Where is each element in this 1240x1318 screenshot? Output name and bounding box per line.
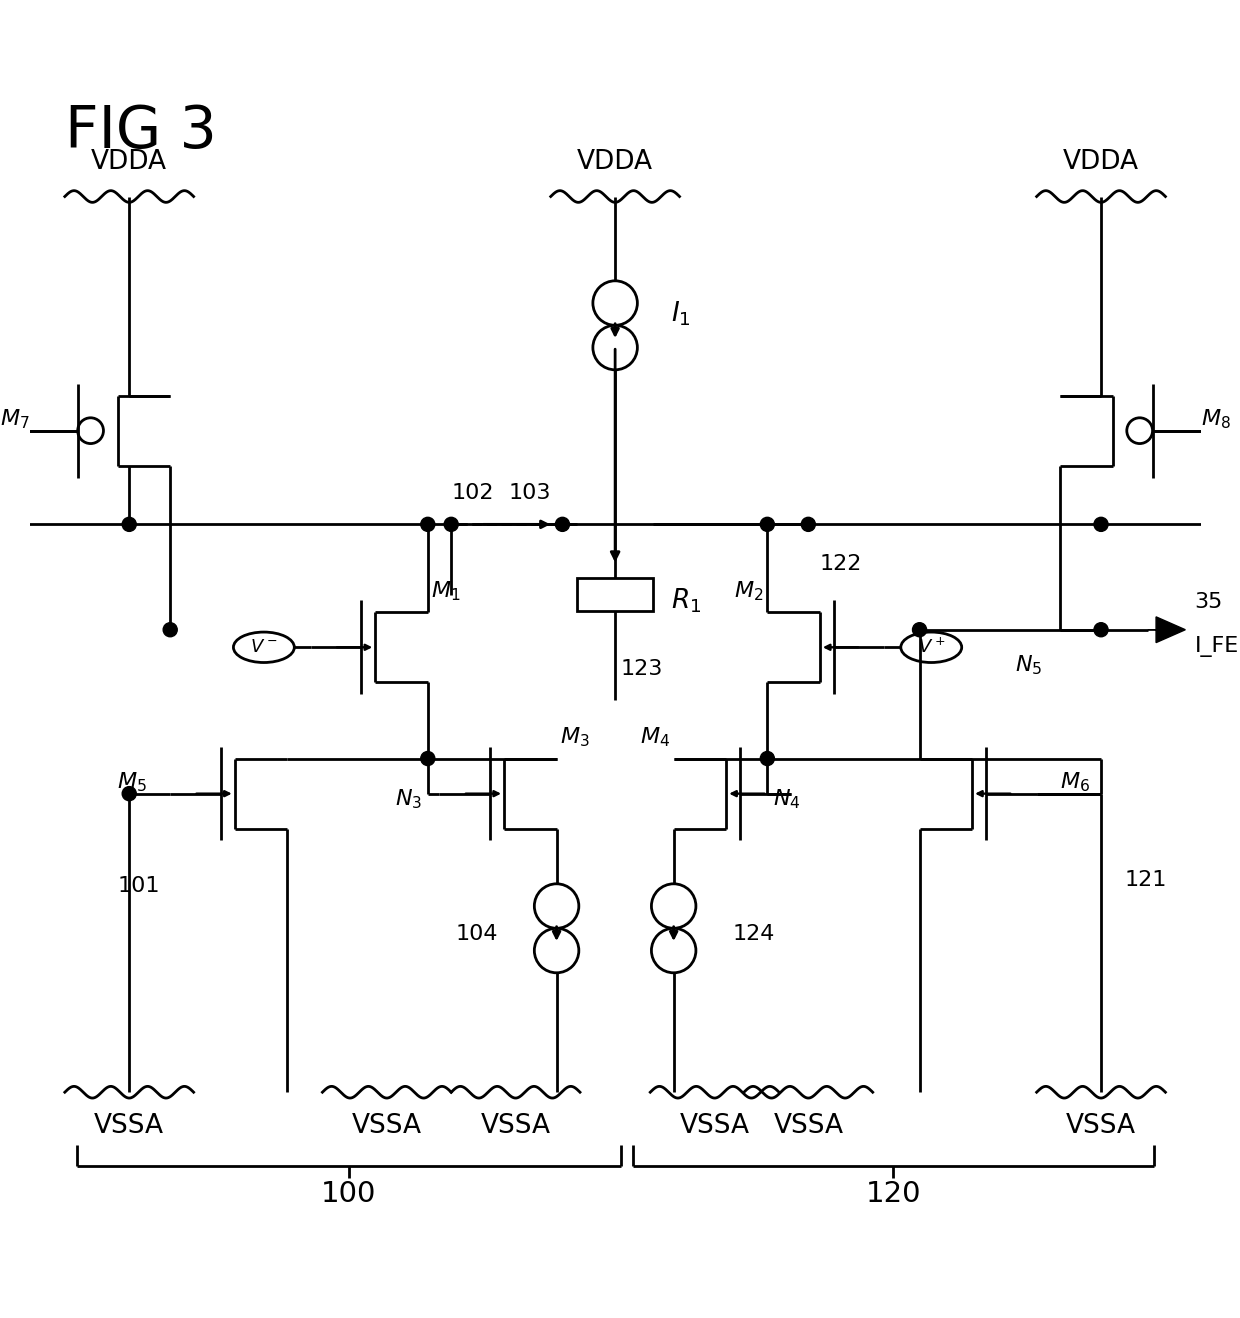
Circle shape bbox=[913, 622, 926, 637]
Text: VSSA: VSSA bbox=[774, 1114, 843, 1139]
Text: $M_1$: $M_1$ bbox=[432, 579, 461, 602]
Circle shape bbox=[1094, 518, 1109, 531]
Text: 100: 100 bbox=[321, 1180, 377, 1209]
Text: $R_1$: $R_1$ bbox=[671, 587, 702, 614]
Circle shape bbox=[420, 518, 435, 531]
Text: VSSA: VSSA bbox=[680, 1114, 750, 1139]
FancyArrow shape bbox=[1148, 617, 1185, 643]
Text: 120: 120 bbox=[866, 1180, 921, 1209]
Circle shape bbox=[760, 518, 774, 531]
Text: 35: 35 bbox=[1194, 592, 1223, 612]
Text: $M_4$: $M_4$ bbox=[640, 725, 670, 749]
Circle shape bbox=[1094, 622, 1109, 637]
Text: $M_8$: $M_8$ bbox=[1200, 407, 1230, 431]
Circle shape bbox=[123, 787, 136, 800]
Text: 102: 102 bbox=[451, 484, 494, 503]
Text: 104: 104 bbox=[455, 924, 498, 944]
Text: $N_5$: $N_5$ bbox=[1016, 654, 1043, 676]
Text: $N_4$: $N_4$ bbox=[774, 788, 801, 812]
Text: VSSA: VSSA bbox=[1066, 1114, 1136, 1139]
Text: $M_6$: $M_6$ bbox=[1060, 770, 1090, 793]
Text: $M_7$: $M_7$ bbox=[0, 407, 30, 431]
Circle shape bbox=[123, 518, 136, 531]
Text: $V^+$: $V^+$ bbox=[918, 638, 945, 656]
Text: 101: 101 bbox=[118, 875, 160, 896]
Text: 121: 121 bbox=[1125, 870, 1167, 890]
Text: I_FE: I_FE bbox=[1194, 635, 1239, 656]
Text: $I_1$: $I_1$ bbox=[671, 299, 691, 328]
Circle shape bbox=[760, 751, 774, 766]
Text: $M_3$: $M_3$ bbox=[560, 725, 590, 749]
Circle shape bbox=[444, 518, 459, 531]
Text: $N_3$: $N_3$ bbox=[394, 788, 422, 812]
Text: $M_2$: $M_2$ bbox=[734, 579, 764, 602]
Circle shape bbox=[420, 751, 435, 766]
Circle shape bbox=[556, 518, 569, 531]
Text: 124: 124 bbox=[732, 924, 775, 944]
Text: VSSA: VSSA bbox=[94, 1114, 164, 1139]
Text: 122: 122 bbox=[820, 554, 862, 573]
Text: VSSA: VSSA bbox=[352, 1114, 422, 1139]
Text: FIG 3: FIG 3 bbox=[64, 103, 217, 159]
Text: VSSA: VSSA bbox=[481, 1114, 551, 1139]
Text: 123: 123 bbox=[621, 659, 663, 679]
Circle shape bbox=[801, 518, 816, 531]
Text: VDDA: VDDA bbox=[1063, 149, 1140, 175]
Circle shape bbox=[164, 622, 177, 637]
Text: $V^-$: $V^-$ bbox=[250, 638, 278, 656]
Text: 103: 103 bbox=[508, 484, 551, 503]
Text: VDDA: VDDA bbox=[92, 149, 167, 175]
Text: VDDA: VDDA bbox=[577, 149, 653, 175]
Text: $M_5$: $M_5$ bbox=[117, 770, 146, 793]
